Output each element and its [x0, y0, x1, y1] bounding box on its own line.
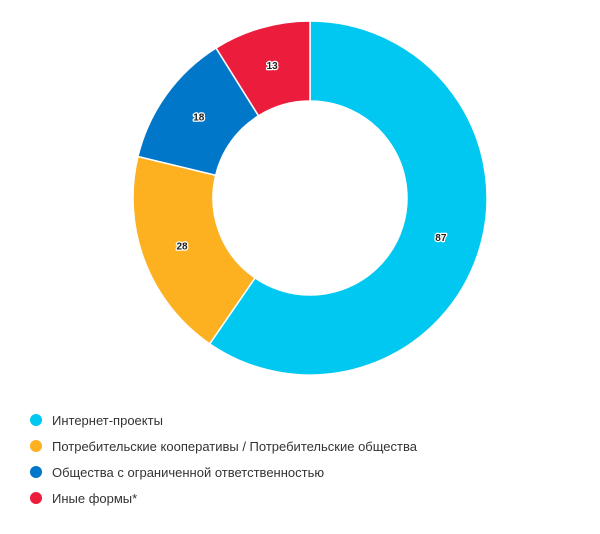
legend-swatch [30, 414, 42, 426]
legend-label: Общества с ограниченной ответственностью [52, 464, 325, 480]
data-label-internet-projects: 87 [435, 233, 447, 244]
donut-data-labels: 87 28 18 13 [175, 60, 448, 254]
legend-item-other-forms[interactable]: Иные формы* [30, 490, 417, 506]
slice-other-forms[interactable] [215, 20, 311, 117]
slice-internet-projects[interactable] [208, 20, 488, 376]
legend-item-llc[interactable]: Общества с ограниченной ответственностью [30, 464, 417, 480]
legend-item-internet-projects[interactable]: Интернет-проекты [30, 412, 417, 428]
slice-consumer-cooperatives[interactable] [132, 155, 257, 345]
legend-swatch [30, 440, 42, 452]
legend-label: Интернет-проекты [52, 412, 163, 428]
legend-label: Иные формы* [52, 490, 138, 506]
legend: Интернет-проекты Потребительские коопера… [30, 412, 417, 516]
data-label-other-forms: 13 [267, 61, 279, 72]
data-label-consumer-cooperatives: 28 [177, 242, 189, 253]
legend-item-consumer-cooperatives[interactable]: Потребительские кооперативы / Потребител… [30, 438, 417, 454]
legend-swatch [30, 492, 42, 504]
donut-chart: 87 28 18 13 [132, 20, 488, 376]
legend-label: Потребительские кооперативы / Потребител… [52, 438, 417, 454]
donut-slices [132, 20, 488, 376]
data-label-llc: 18 [193, 112, 205, 123]
legend-swatch [30, 466, 42, 478]
